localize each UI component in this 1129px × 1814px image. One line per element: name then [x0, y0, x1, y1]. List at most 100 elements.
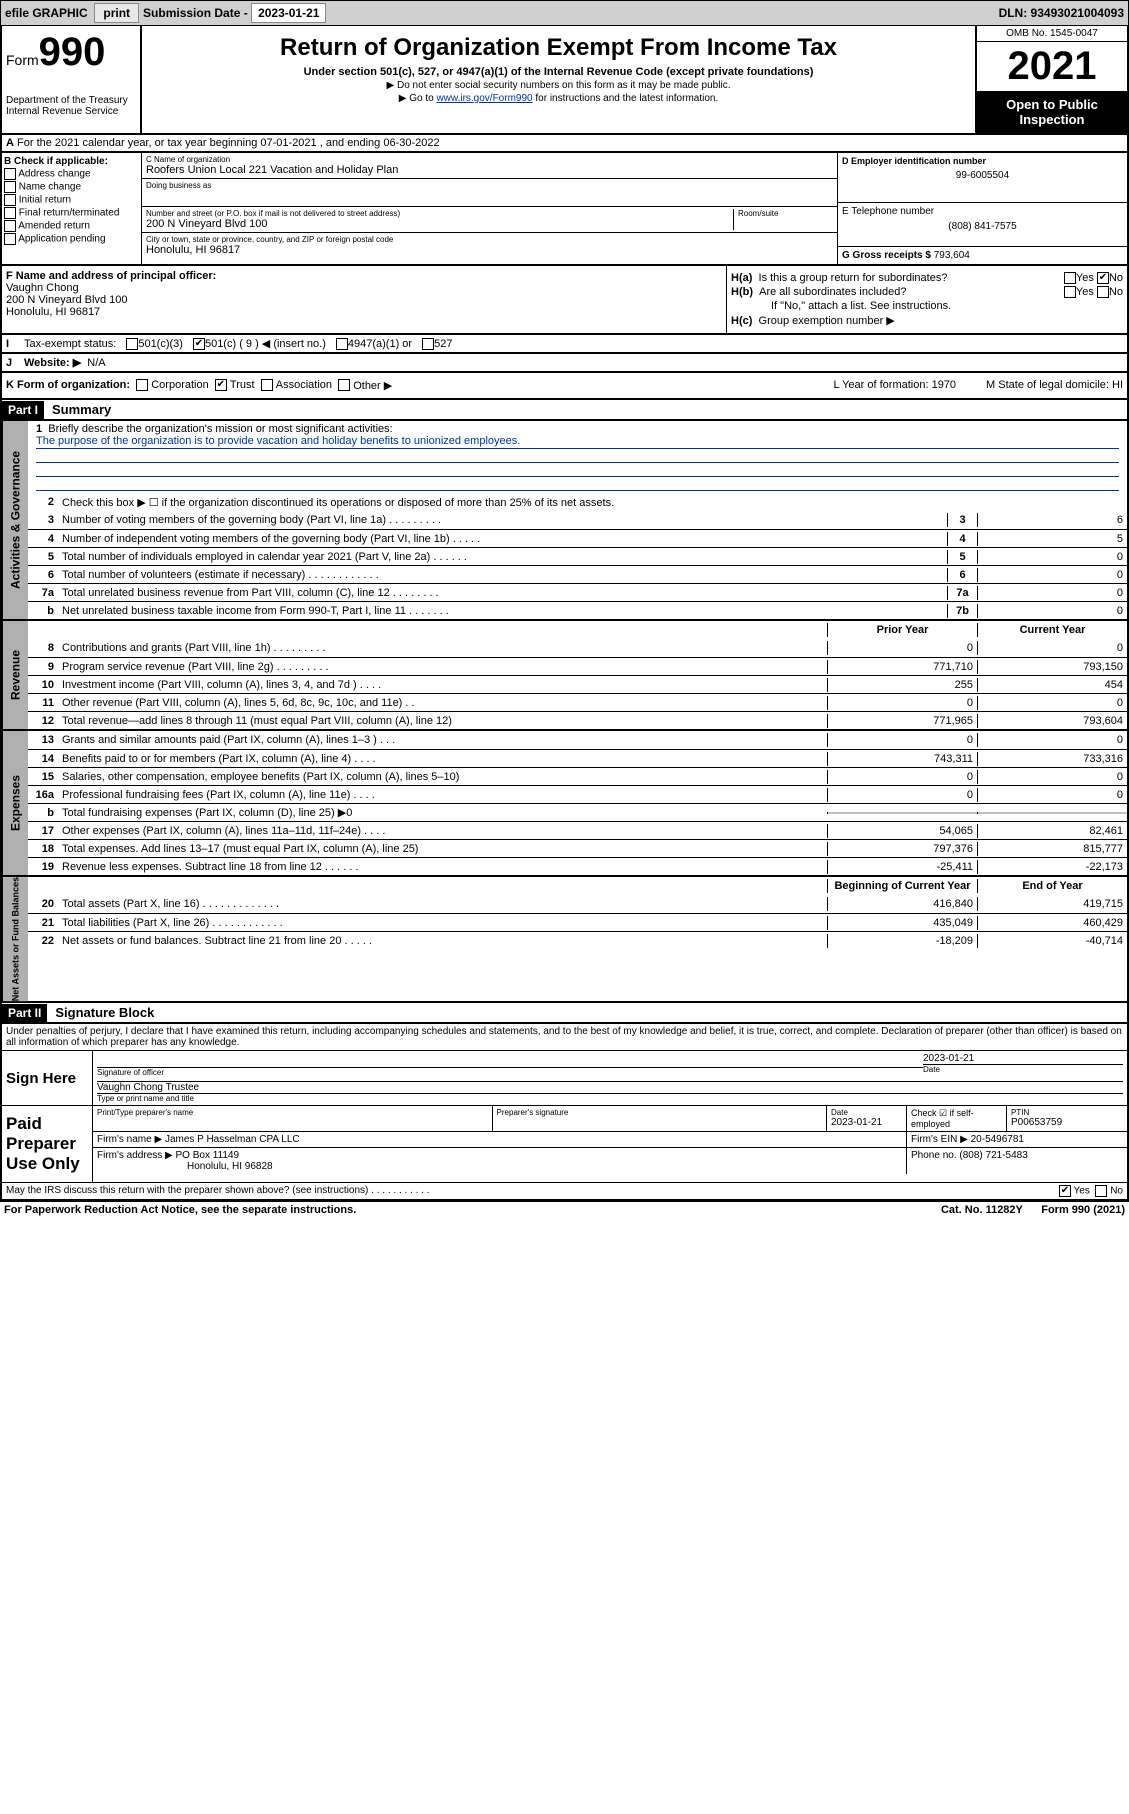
note-link: ▶ Go to www.irs.gov/Form990 for instruct… — [146, 93, 971, 104]
chk-amended[interactable] — [4, 220, 16, 232]
open-inspection: Open to Public Inspection — [977, 91, 1127, 133]
top-toolbar: efile GRAPHIC print Submission Date - 20… — [0, 0, 1129, 26]
line-22: 22Net assets or fund balances. Subtract … — [28, 931, 1127, 949]
part2-header: Part II Signature Block — [0, 1003, 1129, 1024]
chk-hb-no[interactable] — [1097, 286, 1109, 298]
chk-527[interactable] — [422, 338, 434, 350]
form-subtitle: Under section 501(c), 527, or 4947(a)(1)… — [146, 66, 971, 78]
ptin: P00653759 — [1011, 1117, 1123, 1128]
row-k: K Form of organization: Corporation Trus… — [0, 373, 1129, 400]
chk-501c3[interactable] — [126, 338, 138, 350]
line-21: 21Total liabilities (Part X, line 26) . … — [28, 913, 1127, 931]
line-12: 12Total revenue—add lines 8 through 11 (… — [28, 711, 1127, 729]
chk-initial-return[interactable] — [4, 194, 16, 206]
firm-addr2: Honolulu, HI 96828 — [187, 1161, 273, 1172]
line-3: 3Number of voting members of the governi… — [28, 511, 1127, 529]
line-9: 9Program service revenue (Part VIII, lin… — [28, 657, 1127, 675]
firm-ein: 20-5496781 — [971, 1134, 1024, 1145]
ein: 99-6005504 — [842, 170, 1123, 181]
sign-here-label: Sign Here — [2, 1051, 92, 1105]
chk-ha-no[interactable] — [1097, 272, 1109, 284]
revenue-section: Revenue Prior YearCurrent Year 8Contribu… — [0, 621, 1129, 731]
line-14: 14Benefits paid to or for members (Part … — [28, 749, 1127, 767]
paid-preparer-label: Paid Preparer Use Only — [2, 1106, 92, 1182]
chk-assoc[interactable] — [261, 379, 273, 391]
line-16a: 16aProfessional fundraising fees (Part I… — [28, 785, 1127, 803]
officer-typed: Vaughn Chong Trustee — [97, 1082, 1123, 1093]
chk-trust[interactable] — [215, 379, 227, 391]
chk-hb-yes[interactable] — [1064, 286, 1076, 298]
part1-header: Part I Summary — [0, 400, 1129, 421]
netassets-tab: Net Assets or Fund Balances — [2, 877, 28, 1001]
line-7a: 7aTotal unrelated business revenue from … — [28, 583, 1127, 601]
row-i-j: I Tax-exempt status: 501(c)(3) 501(c) ( … — [0, 335, 1129, 354]
sig-date: 2023-01-21 — [923, 1053, 1123, 1064]
activities-section: Activities & Governance 1 Briefly descri… — [0, 421, 1129, 621]
chk-discuss-yes[interactable] — [1059, 1185, 1071, 1197]
page-footer: For Paperwork Reduction Act Notice, see … — [0, 1201, 1129, 1218]
line-13: 13Grants and similar amounts paid (Part … — [28, 731, 1127, 749]
line-4: 4Number of independent voting members of… — [28, 529, 1127, 547]
chk-501c[interactable] — [193, 338, 205, 350]
section-a: A For the 2021 calendar year, or tax yea… — [0, 135, 1129, 153]
line-20: 20Total assets (Part X, line 16) . . . .… — [28, 895, 1127, 913]
form-number: Form990 — [6, 30, 136, 75]
dln: DLN: 93493021004093 — [999, 6, 1124, 20]
gross-receipts: 793,604 — [934, 250, 970, 261]
line-b: bTotal fundraising expenses (Part IX, co… — [28, 803, 1127, 821]
signature-block: Under penalties of perjury, I declare th… — [0, 1024, 1129, 1201]
chk-address-change[interactable] — [4, 168, 16, 180]
dept-treasury: Department of the Treasury Internal Reve… — [6, 95, 136, 117]
line-18: 18Total expenses. Add lines 13–17 (must … — [28, 839, 1127, 857]
chk-discuss-no[interactable] — [1095, 1185, 1107, 1197]
year-formation: L Year of formation: 1970 — [834, 379, 957, 391]
chk-ha-yes[interactable] — [1064, 272, 1076, 284]
netassets-section: Net Assets or Fund Balances Beginning of… — [0, 877, 1129, 1003]
line-17: 17Other expenses (Part IX, column (A), l… — [28, 821, 1127, 839]
firm-phone: (808) 721-5483 — [959, 1150, 1027, 1161]
org-city: Honolulu, HI 96817 — [146, 244, 833, 256]
line-b: bNet unrelated business taxable income f… — [28, 601, 1127, 619]
expenses-tab: Expenses — [2, 731, 28, 875]
form-header: Form990 Department of the Treasury Inter… — [0, 26, 1129, 135]
line-8: 8Contributions and grants (Part VIII, li… — [28, 639, 1127, 657]
line-15: 15Salaries, other compensation, employee… — [28, 767, 1127, 785]
chk-corp[interactable] — [136, 379, 148, 391]
omb-number: OMB No. 1545-0047 — [977, 26, 1127, 42]
website: N/A — [87, 357, 105, 369]
org-name: Roofers Union Local 221 Vacation and Hol… — [146, 164, 833, 176]
subdate-lbl: Submission Date - — [143, 6, 248, 20]
prep-date: 2023-01-21 — [831, 1117, 902, 1128]
firm-name: James P Hasselman CPA LLC — [165, 1134, 300, 1145]
note-ssn: ▶ Do not enter social security numbers o… — [146, 80, 971, 91]
line-19: 19Revenue less expenses. Subtract line 1… — [28, 857, 1127, 875]
chk-4947[interactable] — [336, 338, 348, 350]
chk-name-change[interactable] — [4, 181, 16, 193]
penalty-text: Under penalties of perjury, I declare th… — [2, 1024, 1127, 1050]
section-bcdeg: B Check if applicable: Address change Na… — [0, 153, 1129, 266]
state-domicile: M State of legal domicile: HI — [986, 379, 1123, 391]
phone: (808) 841-7575 — [842, 221, 1123, 232]
org-address: 200 N Vineyard Blvd 100 — [146, 218, 733, 230]
revenue-tab: Revenue — [2, 621, 28, 729]
chk-other[interactable] — [338, 379, 350, 391]
line-10: 10Investment income (Part VIII, column (… — [28, 675, 1127, 693]
expenses-section: Expenses 13Grants and similar amounts pa… — [0, 731, 1129, 877]
activities-tab: Activities & Governance — [2, 421, 28, 619]
efile-label: efile GRAPHIC — [5, 6, 88, 20]
line-11: 11Other revenue (Part VIII, column (A), … — [28, 693, 1127, 711]
chk-final-return[interactable] — [4, 207, 16, 219]
row-j: J Website: ▶ N/A — [0, 354, 1129, 373]
print-button[interactable]: print — [94, 3, 139, 23]
irs-link[interactable]: www.irs.gov/Form990 — [436, 93, 532, 104]
tax-year: 2021 — [977, 42, 1127, 91]
form-title: Return of Organization Exempt From Incom… — [146, 34, 971, 62]
mission-text: The purpose of the organization is to pr… — [36, 435, 1119, 449]
chk-app-pending[interactable] — [4, 233, 16, 245]
line-5: 5Total number of individuals employed in… — [28, 547, 1127, 565]
section-fh: F Name and address of principal officer:… — [0, 266, 1129, 335]
officer-name: Vaughn Chong — [6, 282, 79, 294]
col-b-checkboxes: B Check if applicable: Address change Na… — [2, 153, 142, 264]
firm-addr1: PO Box 11149 — [176, 1150, 240, 1161]
line-6: 6Total number of volunteers (estimate if… — [28, 565, 1127, 583]
